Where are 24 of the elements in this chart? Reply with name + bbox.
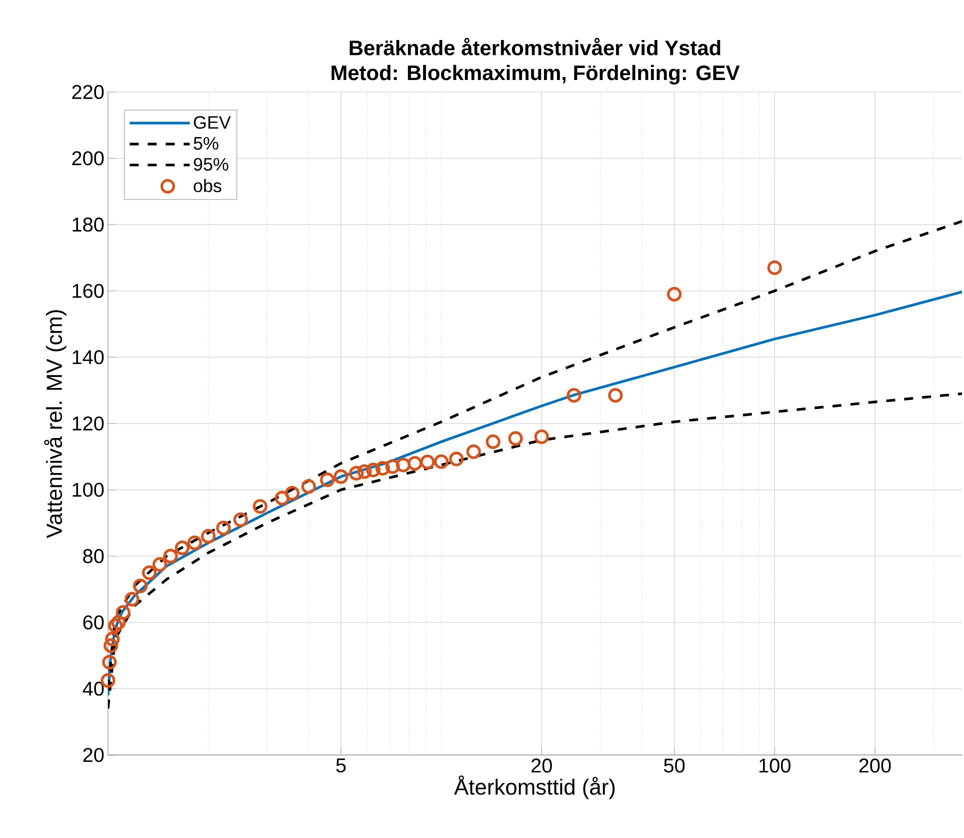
y-tick-label: 160: [72, 284, 104, 298]
x-tick-label: 100: [760, 758, 790, 773]
y-tick-label: 100: [72, 482, 104, 497]
y-tick-label: 220: [72, 84, 104, 100]
chart-subtitle: Metod: Blockmaximum, Fördelning: GEV: [332, 64, 740, 84]
legend-label: GEV: [194, 116, 231, 129]
x-tick-label: 50: [664, 758, 685, 773]
chart-title: Beräknade återkomstnivåer vid Ystad: [350, 38, 720, 56]
y-tick-label: 20: [83, 748, 104, 762]
legend-label: obs: [194, 179, 222, 192]
y-tick-label: 80: [83, 549, 104, 564]
y-tick-label: 60: [83, 615, 104, 630]
x-tick-label: 5: [336, 758, 346, 772]
y-tick-label: 180: [72, 218, 104, 232]
x-tick-label: 200: [859, 758, 891, 773]
x-tick-label: 20: [532, 758, 552, 773]
legend-label: 95%: [194, 158, 228, 171]
y-axis-title: Vattennivå rel. MV (cm): [44, 310, 66, 538]
y-tick-label: 120: [72, 416, 104, 431]
legend-label: 5%: [194, 137, 218, 150]
y-tick-label: 40: [82, 682, 104, 696]
y-tick-label: 200: [72, 151, 104, 166]
x-axis-title: Återkomsttid (år): [454, 775, 615, 800]
y-tick-label: 140: [72, 350, 104, 364]
